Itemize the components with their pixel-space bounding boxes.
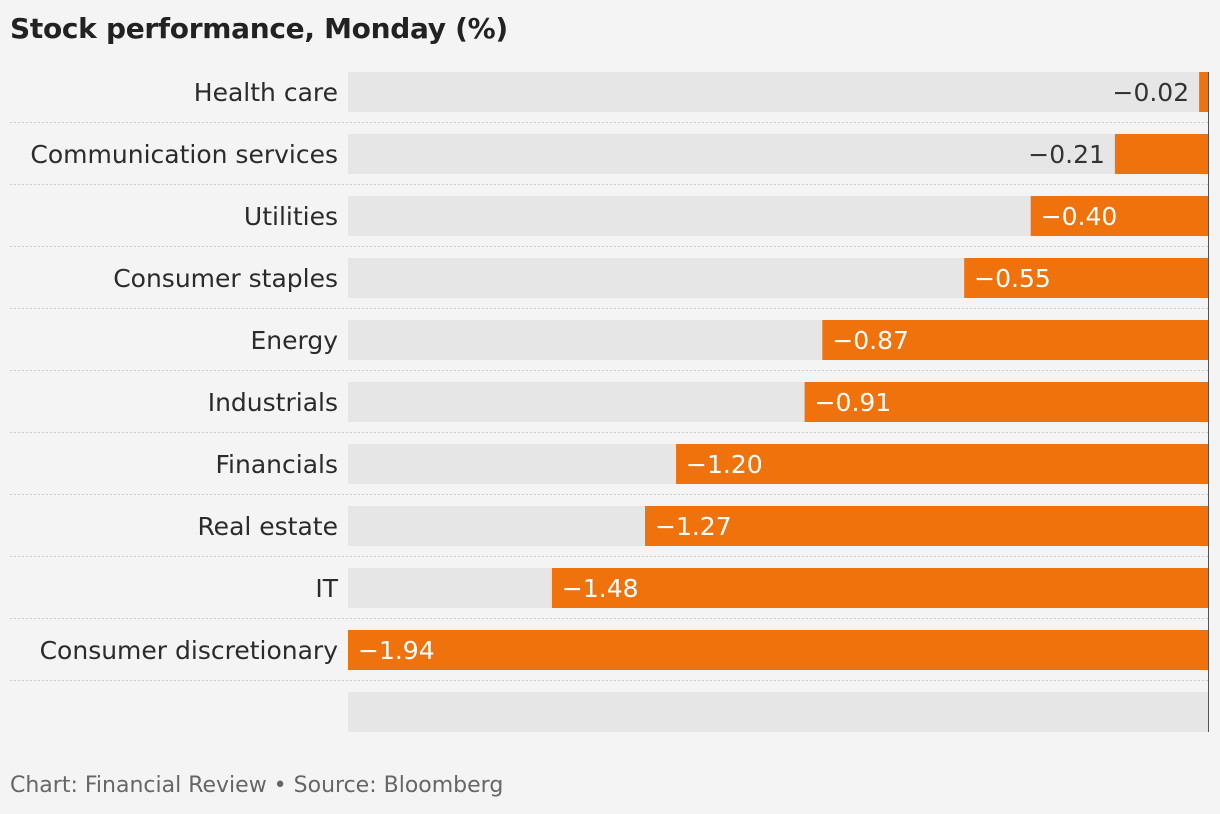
bar <box>822 320 1208 360</box>
bar <box>1114 134 1208 174</box>
bar-track <box>348 692 1208 732</box>
bar <box>1030 196 1208 236</box>
category-label: Consumer discretionary <box>40 636 339 665</box>
bar <box>348 630 1208 670</box>
category-label: Real estate <box>197 512 338 541</box>
bar <box>551 568 1208 608</box>
category-label: Health care <box>194 78 338 107</box>
value-label: −0.55 <box>974 264 1051 293</box>
bar <box>645 506 1208 546</box>
value-label: −1.94 <box>358 636 435 665</box>
category-label: Consumer staples <box>113 264 338 293</box>
category-label: Utilities <box>244 202 338 231</box>
category-label: Industrials <box>208 388 338 417</box>
value-label: −0.91 <box>815 388 892 417</box>
value-label: −0.21 <box>1028 140 1105 169</box>
bar <box>964 258 1208 298</box>
value-label: −0.40 <box>1041 202 1118 231</box>
value-label: −0.02 <box>1113 78 1190 107</box>
value-label: −1.27 <box>655 512 732 541</box>
bar <box>676 444 1208 484</box>
bar-track <box>348 72 1208 112</box>
category-label: Energy <box>250 326 338 355</box>
value-label: −0.87 <box>832 326 909 355</box>
category-label: Financials <box>216 450 339 479</box>
bar <box>804 382 1208 422</box>
category-label: IT <box>315 574 338 603</box>
chart-footer: Chart: Financial Review • Source: Bloomb… <box>10 773 504 798</box>
bar-track <box>348 134 1208 174</box>
category-label: Communication services <box>30 140 338 169</box>
bar <box>1199 72 1208 112</box>
value-label: −1.20 <box>686 450 763 479</box>
value-label: −1.48 <box>562 574 639 603</box>
chart-title: Stock performance, Monday (%) <box>10 12 508 45</box>
